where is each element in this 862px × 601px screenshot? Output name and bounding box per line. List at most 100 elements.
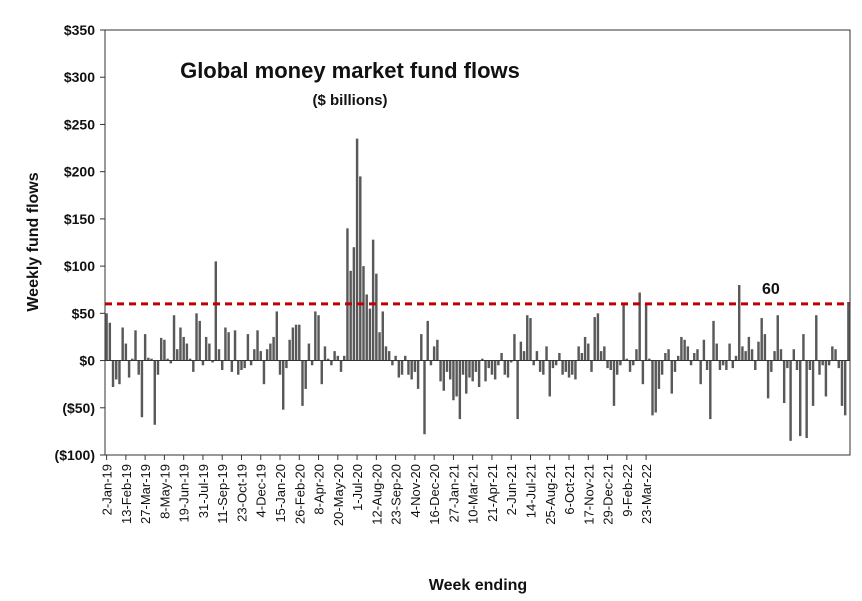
bar: [375, 273, 378, 361]
bar: [153, 360, 156, 425]
x-tick-label: 26-Feb-20: [292, 464, 307, 524]
bar: [699, 360, 702, 385]
bar: [718, 360, 722, 370]
bar: [725, 360, 728, 370]
bar: [384, 346, 388, 361]
bar: [779, 349, 783, 361]
bar: [747, 336, 751, 361]
bar: [265, 349, 269, 361]
bar: [413, 360, 417, 372]
bar: [516, 360, 519, 420]
bar: [766, 360, 770, 399]
x-tick-label: 23-Mar-22: [639, 464, 654, 524]
bar: [776, 315, 779, 361]
bar: [288, 339, 291, 361]
y-tick-label: $300: [64, 69, 95, 85]
bar: [770, 360, 773, 372]
bar: [307, 343, 311, 361]
bar: [731, 360, 735, 369]
bar: [201, 360, 205, 366]
bar: [487, 360, 490, 369]
bar: [461, 360, 465, 375]
bar: [709, 360, 712, 420]
bar: [282, 360, 285, 410]
y-tick-label: $50: [72, 305, 96, 321]
bar: [397, 360, 401, 378]
x-tick-label: 10-Mar-21: [466, 464, 481, 524]
bar: [689, 360, 693, 366]
x-tick-label: 29-Dec-21: [601, 464, 616, 525]
x-tick-label: 4-Nov-20: [408, 464, 423, 517]
bar: [474, 360, 478, 372]
bar: [404, 355, 407, 361]
bar: [436, 339, 439, 361]
bar: [577, 346, 580, 361]
bar: [240, 360, 243, 370]
bar: [680, 336, 683, 361]
bar: [632, 360, 635, 366]
bar: [253, 349, 256, 361]
bar: [275, 311, 279, 361]
bar: [574, 360, 577, 380]
bar: [497, 360, 500, 366]
x-tick-label: 14-Jul-21: [524, 464, 539, 518]
bar: [847, 302, 850, 361]
bar: [262, 360, 266, 385]
bar: [269, 343, 272, 361]
bar: [811, 360, 815, 406]
bar: [330, 360, 333, 366]
bar: [490, 360, 494, 375]
bar: [831, 346, 834, 361]
bar: [111, 360, 115, 387]
y-tick-label: $350: [64, 22, 95, 38]
bar: [105, 313, 108, 361]
bar: [786, 360, 789, 369]
bar: [638, 292, 641, 361]
bar: [298, 324, 301, 361]
bar: [548, 360, 551, 397]
bar: [789, 360, 792, 441]
bar: [224, 327, 227, 361]
bar: [326, 358, 330, 361]
bar: [208, 343, 211, 361]
bar: [840, 360, 844, 406]
bar: [529, 318, 532, 361]
bar: [532, 360, 535, 366]
bar: [818, 360, 821, 375]
bar: [599, 351, 603, 361]
x-tick-label: 2-Jan-19: [100, 464, 115, 515]
bar: [314, 311, 317, 361]
bar: [468, 360, 471, 378]
bar: [538, 360, 542, 372]
bar: [587, 343, 590, 361]
bar: [339, 360, 343, 372]
bar: [429, 360, 433, 366]
chart-title: Global money market fund flows: [180, 58, 520, 83]
bar: [609, 360, 612, 370]
x-tick-label: 4-Dec-19: [254, 464, 269, 517]
bar: [712, 320, 715, 361]
bar: [792, 349, 796, 361]
x-tick-label: 8-May-19: [157, 464, 172, 519]
bar: [619, 360, 622, 366]
bar: [702, 339, 706, 361]
bar: [172, 315, 176, 361]
bar: [715, 343, 718, 361]
bar: [131, 358, 134, 361]
bar: [635, 349, 638, 361]
bar: [192, 360, 195, 372]
x-tick-label: 17-Nov-21: [581, 464, 596, 525]
bar: [795, 360, 799, 370]
bar: [641, 360, 645, 385]
bar: [140, 360, 144, 418]
bar: [648, 358, 651, 361]
bar: [310, 360, 314, 366]
bar: [657, 360, 661, 389]
bar: [147, 357, 150, 361]
bar: [737, 285, 741, 361]
bar: [571, 360, 574, 375]
bar: [493, 360, 497, 380]
bar: [134, 330, 137, 361]
bar: [612, 360, 616, 406]
bar: [355, 138, 359, 361]
